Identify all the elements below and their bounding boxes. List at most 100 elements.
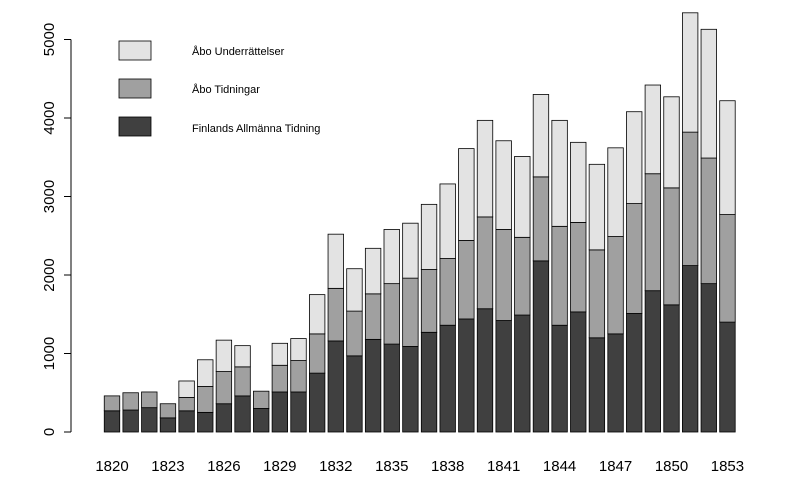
bar-1836-finlands-allmanna-tidning — [402, 346, 419, 433]
x-tick-label-1841: 1841 — [487, 458, 520, 475]
bar-1848-finlands-allmanna-tidning — [626, 313, 643, 433]
bar-1841-abo-tidningar — [495, 229, 512, 321]
y-tick-label-1000: 1000 — [41, 337, 58, 370]
bar-1835-abo-tidningar — [383, 283, 400, 345]
bar-1829-finlands-allmanna-tidning — [271, 391, 289, 433]
bar-1837-abo-tidningar — [420, 269, 438, 333]
bar-1832-finlands-allmanna-tidning — [327, 340, 344, 433]
legend-label-abo-underrattelser: Åbo Underrättelser — [192, 45, 285, 58]
bar-1821-abo-tidningar — [122, 392, 139, 411]
bar-1849-finlands-allmanna-tidning — [644, 290, 661, 433]
bar-1830-abo-tidningar — [290, 360, 307, 393]
x-tick-label-1835: 1835 — [375, 458, 408, 475]
legend-swatch-finlands-allmanna-tidning — [118, 116, 152, 137]
bar-1838-finlands-allmanna-tidning — [439, 324, 456, 433]
bar-1844-finlands-allmanna-tidning — [551, 324, 568, 433]
bar-1833-finlands-allmanna-tidning — [346, 355, 363, 433]
bar-1847-abo-tidningar — [607, 236, 624, 335]
bar-1837-finlands-allmanna-tidning — [420, 331, 438, 433]
y-tick-label-2000: 2000 — [41, 258, 58, 291]
x-tick-label-1823: 1823 — [151, 458, 184, 475]
bar-1830-abo-underrattelser — [290, 338, 307, 361]
bar-1851-finlands-allmanna-tidning — [682, 265, 699, 433]
legend-label-finlands-allmanna-tidning: Finlands Allmänna Tidning — [192, 123, 320, 135]
bar-1847-abo-underrattelser — [607, 147, 624, 237]
bar-1846-abo-underrattelser — [588, 163, 606, 251]
bar-1824-abo-underrattelser — [178, 380, 195, 398]
bar-1827-abo-underrattelser — [234, 345, 251, 368]
bar-1831-finlands-allmanna-tidning — [308, 372, 326, 433]
x-tick-label-1844: 1844 — [543, 458, 576, 475]
bar-1844-abo-tidningar — [551, 225, 568, 326]
bar-1842-finlands-allmanna-tidning — [514, 314, 531, 433]
x-tick-label-1850: 1850 — [655, 458, 688, 475]
legend: Åbo Underrättelser Åbo Tidningar Finland… — [118, 40, 320, 137]
y-tick-label-3000: 3000 — [41, 180, 58, 213]
x-tick-label-1838: 1838 — [431, 458, 464, 475]
bar-1827-finlands-allmanna-tidning — [234, 395, 251, 433]
y-tick-label-5000: 5000 — [41, 23, 58, 56]
x-tick-label-1829: 1829 — [263, 458, 296, 475]
bar-1826-finlands-allmanna-tidning — [215, 403, 233, 433]
bar-1834-finlands-allmanna-tidning — [364, 338, 382, 433]
bar-1852-abo-tidningar — [700, 157, 717, 285]
bar-1845-abo-underrattelser — [570, 141, 587, 223]
bar-1832-abo-tidningar — [327, 287, 344, 342]
x-axis-labels: 1820 1823 1826 1829 1832 1835 1838 1841 1844 1847… — [95, 458, 744, 475]
bar-1832-abo-underrattelser — [327, 233, 344, 289]
bar-1835-abo-underrattelser — [383, 229, 400, 285]
bar-1825-finlands-allmanna-tidning — [197, 411, 214, 433]
bar-1826-abo-tidningar — [215, 371, 233, 405]
bar-1852-finlands-allmanna-tidning — [700, 283, 717, 433]
bar-1838-abo-tidningar — [439, 258, 456, 326]
bar-1840-finlands-allmanna-tidning — [476, 308, 494, 433]
bar-1834-abo-underrattelser — [364, 247, 382, 295]
bars — [103, 12, 736, 433]
x-tick-label-1853: 1853 — [711, 458, 744, 475]
bar-1822-abo-tidningar — [141, 391, 158, 409]
bar-1825-abo-underrattelser — [197, 359, 214, 387]
bar-1828-finlands-allmanna-tidning — [253, 408, 270, 433]
bar-1850-abo-underrattelser — [663, 96, 680, 189]
bar-1820-abo-tidningar — [103, 395, 121, 412]
bar-1846-finlands-allmanna-tidning — [588, 337, 606, 433]
x-tick-label-1820: 1820 — [95, 458, 128, 475]
legend-swatch-abo-tidningar — [118, 78, 152, 99]
bar-1822-finlands-allmanna-tidning — [141, 407, 158, 433]
bar-1843-abo-underrattelser — [532, 94, 550, 178]
bar-1853-abo-underrattelser — [719, 100, 736, 215]
bar-1846-abo-tidningar — [588, 249, 606, 339]
bar-1842-abo-underrattelser — [514, 156, 531, 238]
bar-1824-finlands-allmanna-tidning — [178, 410, 195, 433]
bar-1853-finlands-allmanna-tidning — [719, 321, 736, 433]
bar-1845-abo-tidningar — [570, 222, 587, 313]
bar-1823-abo-tidningar — [159, 403, 177, 419]
bar-1831-abo-underrattelser — [308, 294, 326, 335]
bar-1820-finlands-allmanna-tidning — [103, 410, 121, 433]
bar-1825-abo-tidningar — [197, 386, 214, 413]
bar-1836-abo-underrattelser — [402, 222, 419, 279]
bar-1850-finlands-allmanna-tidning — [663, 304, 680, 433]
bar-1851-abo-underrattelser — [682, 12, 699, 133]
bar-1833-abo-underrattelser — [346, 268, 363, 312]
bar-1849-abo-tidningar — [644, 173, 661, 292]
bar-1830-finlands-allmanna-tidning — [290, 391, 307, 433]
bar-1831-abo-tidningar — [308, 333, 326, 374]
bar-1829-abo-tidningar — [271, 364, 289, 393]
bar-1836-abo-tidningar — [402, 277, 419, 347]
x-tick-label-1832: 1832 — [319, 458, 352, 475]
bar-1841-finlands-allmanna-tidning — [495, 320, 512, 433]
bar-1828-abo-tidningar — [253, 390, 270, 409]
bar-1839-abo-tidningar — [458, 240, 475, 320]
y-axis: 0 1000 2000 3000 4000 5000 — [41, 23, 72, 436]
bar-1837-abo-underrattelser — [420, 203, 438, 270]
bar-1844-abo-underrattelser — [551, 119, 568, 227]
bar-1853-abo-tidningar — [719, 214, 736, 323]
bar-1826-abo-underrattelser — [215, 339, 233, 372]
bar-1824-abo-tidningar — [178, 397, 195, 412]
bar-1850-abo-tidningar — [663, 187, 680, 306]
bar-1852-abo-underrattelser — [700, 28, 717, 159]
legend-swatch-abo-underrattelser — [118, 40, 152, 61]
bar-1848-abo-tidningar — [626, 203, 643, 314]
